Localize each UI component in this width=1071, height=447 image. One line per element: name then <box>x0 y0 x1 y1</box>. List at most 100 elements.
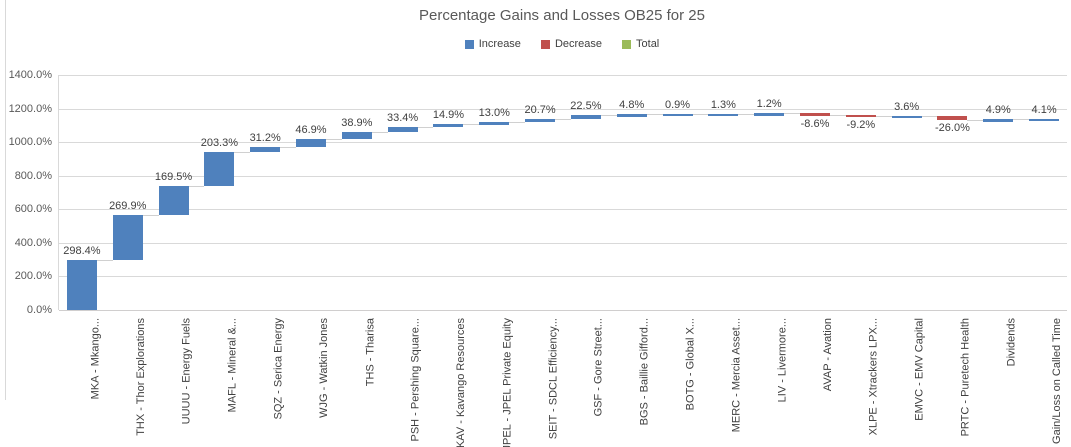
bar-17[interactable] <box>845 114 876 118</box>
connector-line <box>600 114 617 116</box>
bar-10[interactable] <box>525 118 556 123</box>
gridline <box>59 276 1067 278</box>
bar-16[interactable] <box>800 113 830 116</box>
bar-19[interactable] <box>937 115 968 121</box>
data-label-13: 0.9% <box>664 98 691 111</box>
connector-line <box>142 214 159 216</box>
connector-line <box>875 116 892 118</box>
legend-item-decrease[interactable]: Decrease <box>540 38 603 50</box>
x-axis-label-text: Dividends <box>1005 318 1018 367</box>
y-tick-label: 0.0% <box>26 304 52 316</box>
data-label-16: -8.6% <box>800 117 830 130</box>
connector-line <box>830 114 846 116</box>
x-axis-label-text: MKA - Mkango... <box>88 318 101 400</box>
bar-1[interactable] <box>112 214 143 260</box>
data-label-6: 38.9% <box>341 117 373 130</box>
x-axis-label-text: PSH - Pershing Square... <box>409 318 422 442</box>
x-axis-label-text: UUUU - Energy Fuels <box>180 318 193 425</box>
data-label-5: 46.9% <box>295 123 327 136</box>
x-axis-label-text: PRTC - Puretech Health <box>959 318 972 437</box>
x-axis-label-text: LIV - Livermore... <box>776 318 789 403</box>
x-axis-label-text: XLPE - Xtrackers LPX... <box>867 318 880 436</box>
connector-line <box>784 113 800 115</box>
y-tick-label: 800.0% <box>14 169 52 182</box>
gridline <box>59 108 1067 110</box>
legend-label-decrease: Decrease <box>554 38 603 50</box>
data-label-2: 169.5% <box>154 171 193 184</box>
gridline <box>59 75 1067 76</box>
bar-15[interactable] <box>754 113 785 116</box>
y-tick-label: 1400.0% <box>8 69 52 81</box>
y-tick-label: 600.0% <box>14 203 52 216</box>
chart-title: Percentage Gains and Losses OB25 for 25 <box>418 7 705 24</box>
data-label-15: 1.2% <box>756 98 782 111</box>
gridline <box>59 175 1067 177</box>
data-label-10: 20.7% <box>524 103 556 116</box>
connector-line <box>96 259 113 261</box>
bar-5[interactable] <box>296 138 326 147</box>
connector-line <box>555 118 571 120</box>
connector-line <box>280 146 296 148</box>
x-axis-label-text: Gain/Loss on Called Time <box>1051 318 1064 444</box>
data-label-9: 13.0% <box>478 107 510 120</box>
legend-item-total[interactable]: Total <box>622 38 659 50</box>
data-label-3: 203.3% <box>200 137 239 150</box>
data-label-20: 4.9% <box>985 104 1011 117</box>
data-label-7: 33.4% <box>387 111 419 124</box>
bar-6[interactable] <box>341 132 372 139</box>
bar-11[interactable] <box>570 114 601 119</box>
data-label-18: 3.6% <box>894 100 920 113</box>
bar-4[interactable] <box>250 146 281 153</box>
data-label-14: 1.3% <box>710 98 736 111</box>
bar-20[interactable] <box>983 119 1014 122</box>
bar-18[interactable] <box>891 115 922 119</box>
bar-3[interactable] <box>204 152 235 187</box>
x-axis-line <box>59 310 1067 311</box>
x-axis-label-text: AVAP - Avation <box>822 318 834 392</box>
y-tick-label: 400.0% <box>14 236 52 249</box>
bar-14[interactable] <box>708 113 739 117</box>
data-label-12: 4.8% <box>619 99 645 112</box>
connector-line <box>326 138 342 140</box>
x-axis-label-text: SEIT - SDCL Efficiency... <box>547 318 560 440</box>
x-axis-label-text: GSF - Gore Street... <box>592 318 605 417</box>
x-axis-label-text: MERC - Mercia Asset... <box>730 318 743 433</box>
legend-label-increase: Increase <box>478 38 521 50</box>
bar-8[interactable] <box>433 124 464 127</box>
decrease-swatch-icon <box>540 39 550 49</box>
x-axis-label-text: MAFL - Mineral &... <box>226 318 239 413</box>
gridline <box>59 142 1067 144</box>
data-label-4: 31.2% <box>249 131 281 144</box>
x-axis-label-text: JPEL - JPEL Private Equity <box>501 318 514 447</box>
connector-line <box>646 114 663 116</box>
data-label-0: 298.4% <box>63 244 101 257</box>
bar-7[interactable] <box>387 126 418 133</box>
data-label-8: 14.9% <box>432 109 465 122</box>
bar-2[interactable] <box>158 186 189 215</box>
bar-0[interactable] <box>66 259 97 310</box>
data-label-1: 269.9% <box>109 199 147 212</box>
connector-line <box>921 115 938 117</box>
increase-swatch-icon <box>464 39 474 49</box>
connector-line <box>234 152 251 154</box>
y-tick-label: 200.0% <box>14 270 52 283</box>
connector-line <box>738 113 755 115</box>
gridline <box>59 242 1067 244</box>
bar-9[interactable] <box>479 122 510 125</box>
bar-21[interactable] <box>1029 118 1060 122</box>
connector-line <box>967 120 984 122</box>
connector-line <box>509 122 526 124</box>
connector-line <box>1013 119 1030 121</box>
gridline <box>59 209 1067 211</box>
bar-12[interactable] <box>616 114 647 117</box>
legend-label-total: Total <box>636 38 660 50</box>
legend-item-increase[interactable]: Increase <box>464 38 521 50</box>
x-axis-label-text: WJG - Watkin Jones <box>318 318 330 418</box>
data-label-19: -26.0% <box>935 122 970 135</box>
bar-13[interactable] <box>662 113 693 117</box>
chart-legend: Increase Decrease Total <box>58 38 1066 50</box>
x-axis-label-text: KAV - Kavango Resources <box>455 318 468 447</box>
connector-line <box>371 132 388 134</box>
x-axis-label-text: THS - Tharisa <box>363 318 376 387</box>
